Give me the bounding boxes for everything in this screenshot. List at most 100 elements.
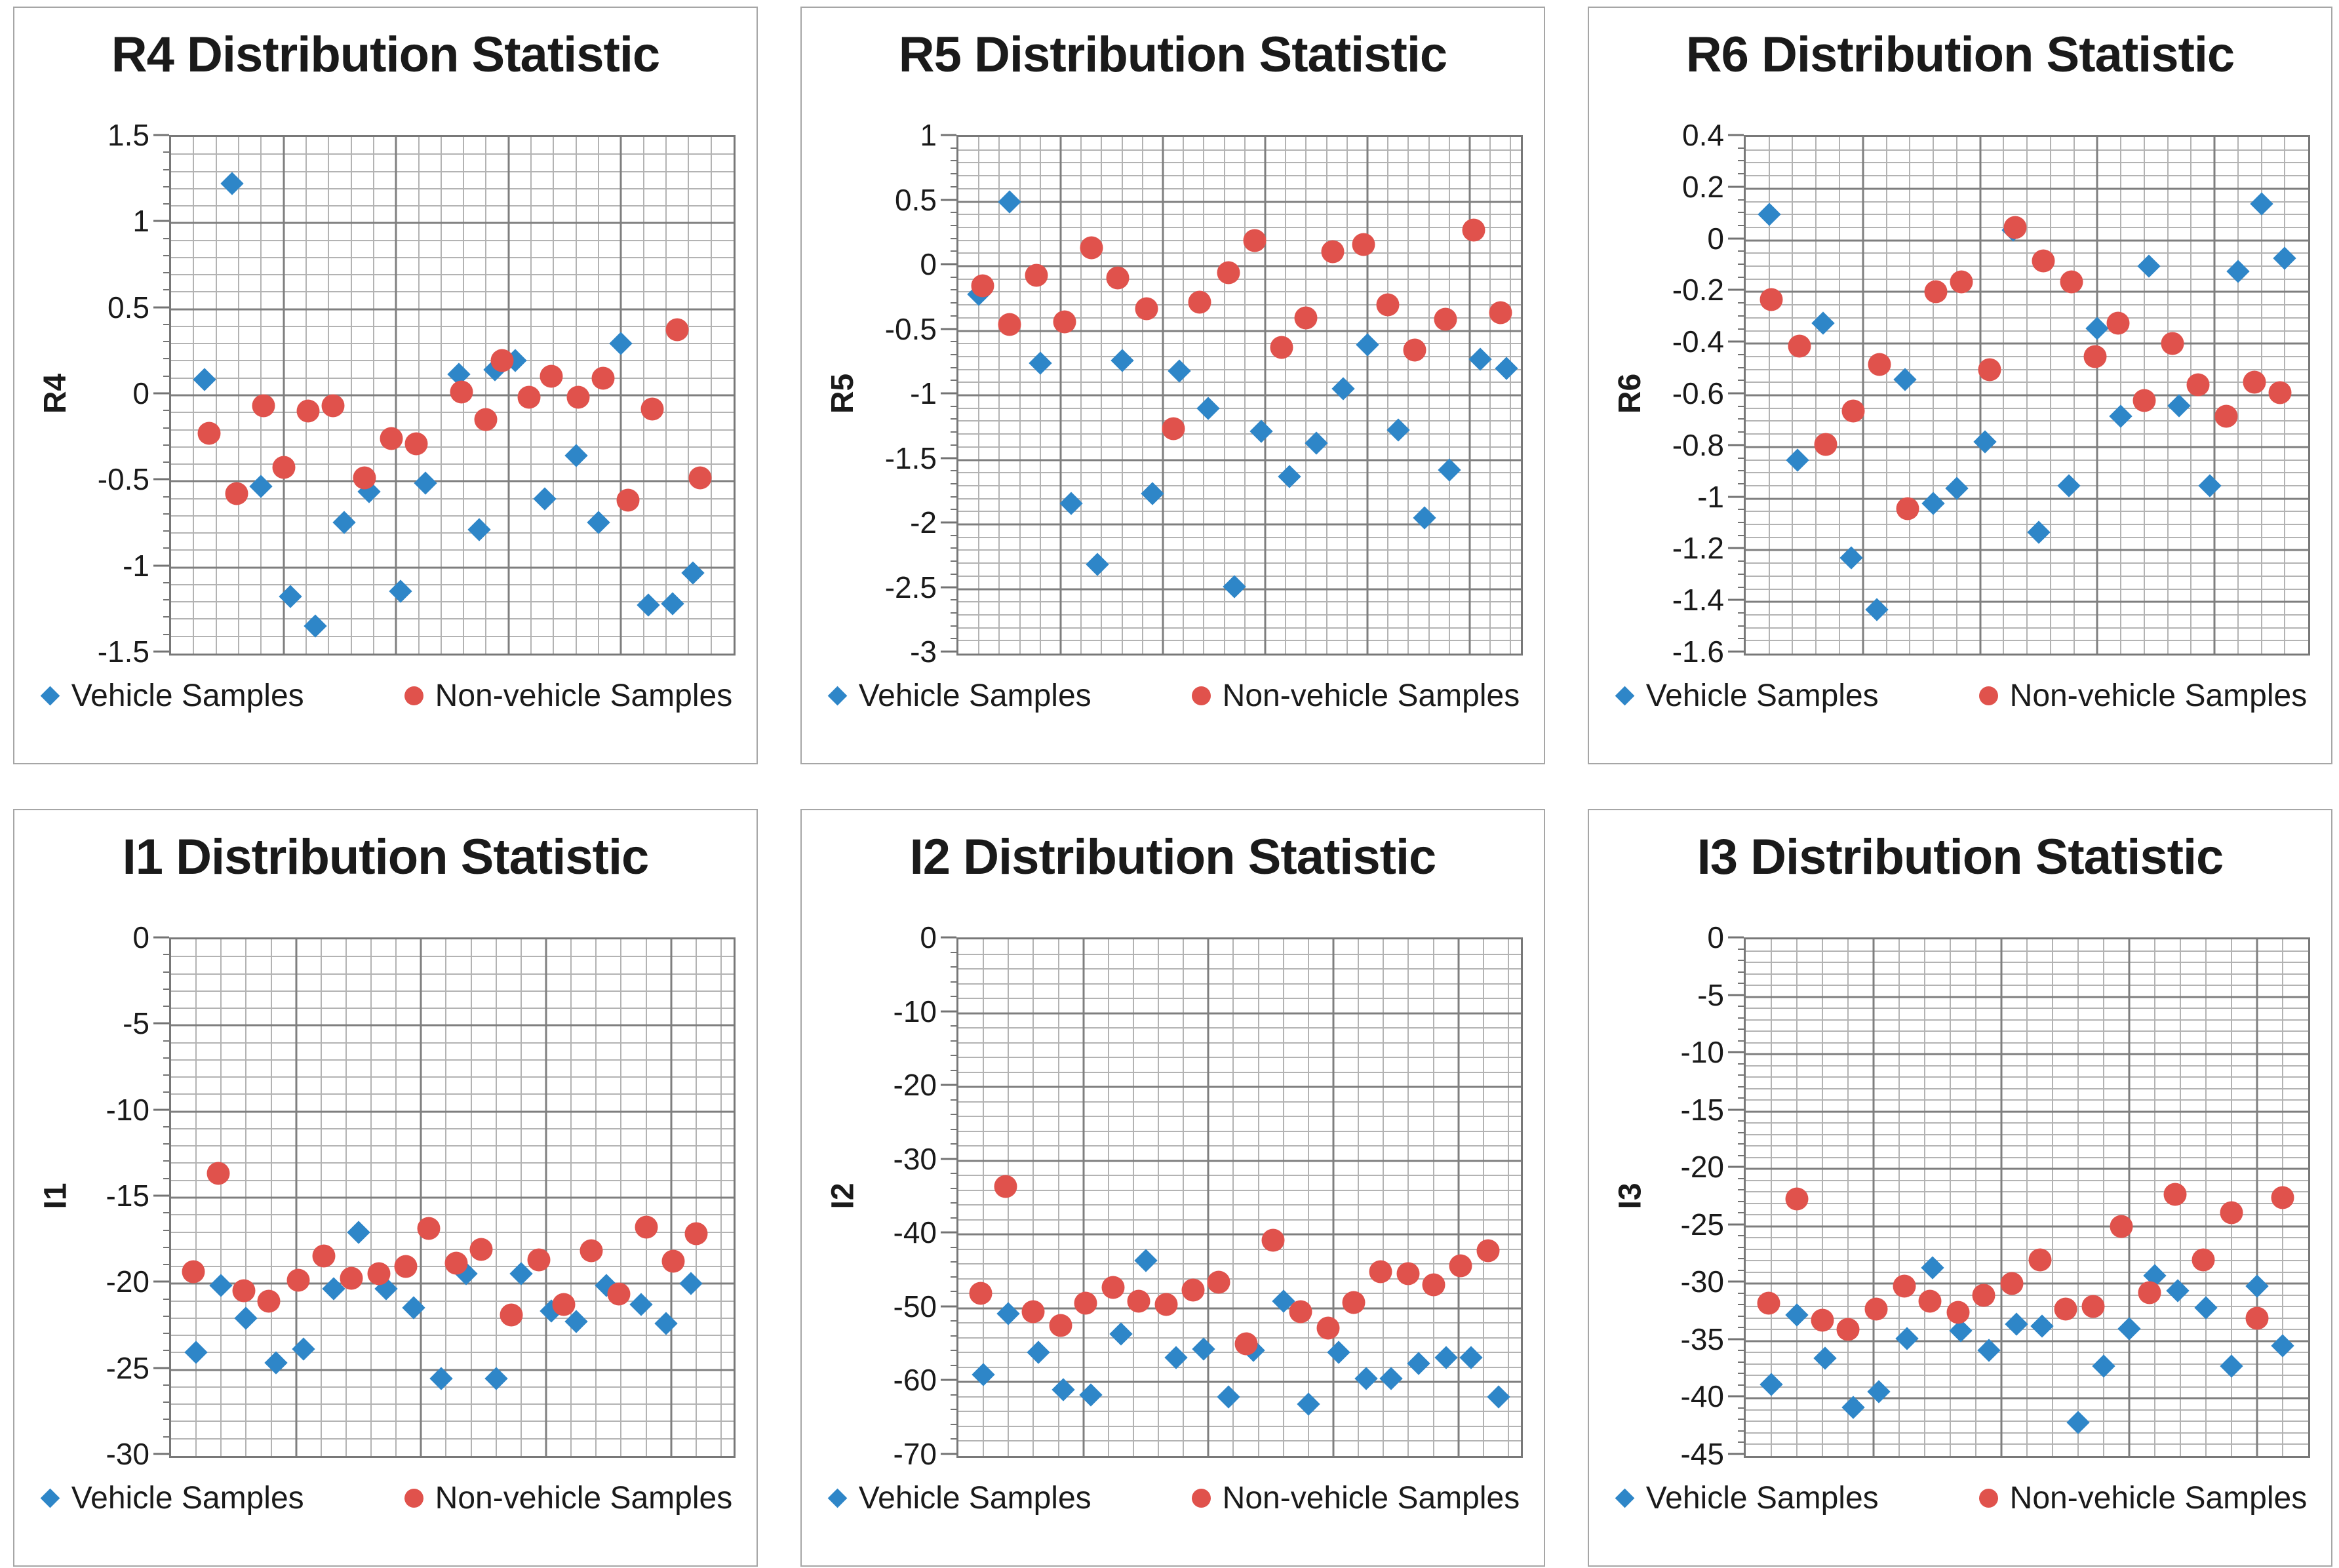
y-axis-minor-tick	[951, 199, 956, 201]
data-point-non-vehicle	[2060, 270, 2083, 294]
y-axis-minor-tick	[1738, 522, 1744, 523]
y-axis-major-tick	[941, 1305, 956, 1308]
gridline-major-v	[1207, 939, 1209, 1456]
y-axis-tick-label: -0.5	[884, 311, 937, 346]
y-axis-tick-labels: 1 0.5 0 -0.5 -1 -1.5 -2 -2.5 -3	[815, 118, 937, 669]
y-axis-tick-label: -10	[106, 1092, 149, 1127]
data-point-non-vehicle	[2003, 216, 2027, 239]
gridline-minor-h	[958, 968, 1521, 970]
legend: Vehicle Samples Non-vehicle Samples	[1589, 1480, 2331, 1516]
gridline-minor-h	[958, 1204, 1521, 1206]
vehicle-diamond-icon	[826, 1484, 850, 1513]
legend-item-non-vehicle: Non-vehicle Samples	[403, 678, 733, 714]
gridline-minor-h	[958, 407, 1521, 409]
y-axis-major-tick	[153, 650, 169, 653]
gridline-minor-v	[1032, 939, 1034, 1456]
gridline-minor-h	[171, 583, 734, 585]
y-axis-ticks	[1728, 134, 1744, 653]
y-axis-minor-tick	[951, 1232, 956, 1234]
data-point-vehicle	[1223, 574, 1246, 598]
data-point-non-vehicle	[1243, 229, 1267, 252]
gridline-major-h	[171, 1369, 734, 1371]
gridline-minor-v	[1924, 939, 1925, 1456]
gridline-minor-v	[1383, 939, 1385, 1456]
y-axis-tick-label: 0.4	[1682, 118, 1724, 152]
y-axis-minor-tick	[951, 1438, 956, 1440]
gridline-major-h	[958, 265, 1521, 267]
y-axis-minor-tick	[1738, 250, 1744, 252]
gridline-major-v	[2000, 939, 2003, 1456]
legend-item-vehicle: Vehicle Samples	[39, 678, 304, 714]
gridline-minor-v	[1975, 939, 1976, 1456]
data-point-non-vehicle	[404, 432, 428, 456]
y-axis-minor-tick	[163, 1091, 169, 1093]
data-point-non-vehicle	[1841, 399, 1865, 423]
gridline-minor-h	[958, 1145, 1521, 1147]
y-axis-minor-tick	[163, 1453, 169, 1455]
data-point-non-vehicle	[1376, 293, 1400, 317]
y-axis-minor-tick	[951, 405, 956, 407]
y-axis-minor-tick	[951, 981, 956, 983]
y-axis-tick-label: 0.5	[895, 182, 937, 217]
y-axis-minor-tick	[1738, 586, 1744, 588]
data-point-non-vehicle	[444, 1251, 468, 1275]
legend-label-vehicle: Vehicle Samples	[858, 1481, 1091, 1516]
gridline-minor-h	[171, 498, 734, 500]
legend: Vehicle Samples Non-vehicle Samples	[14, 678, 757, 714]
legend-label-vehicle: Vehicle Samples	[71, 678, 304, 713]
data-point-non-vehicle	[1785, 1187, 1809, 1211]
legend: Vehicle Samples Non-vehicle Samples	[802, 678, 1544, 714]
gridline-minor-h	[958, 1130, 1521, 1132]
gridline-minor-h	[171, 1386, 734, 1388]
y-axis-major-tick	[153, 1280, 169, 1283]
data-point-vehicle	[1459, 1346, 1483, 1369]
y-axis-minor-tick	[163, 513, 169, 515]
gridline-minor-h	[958, 484, 1521, 486]
gridline-major-h	[171, 1024, 734, 1027]
gridline-major-h	[1746, 1225, 2308, 1228]
y-axis-minor-tick	[1738, 1120, 1744, 1122]
y-axis-tick-label: -1.2	[1672, 531, 1724, 566]
gridline-minor-v	[2231, 939, 2232, 1456]
y-axis-tick-label: -70	[893, 1437, 937, 1471]
y-axis-tick-label: -5	[123, 1006, 149, 1041]
gridline-minor-h	[171, 1059, 734, 1061]
y-axis-major-tick	[1728, 237, 1744, 240]
data-point-non-vehicle	[1106, 266, 1130, 290]
legend-label-non-vehicle: Non-vehicle Samples	[435, 678, 733, 713]
gridline-minor-h	[171, 532, 734, 534]
data-point-non-vehicle	[1181, 1278, 1205, 1302]
y-axis-minor-tick	[1738, 948, 1744, 950]
data-point-vehicle	[2005, 1312, 2029, 1336]
y-axis-minor-tick	[163, 581, 169, 583]
data-point-non-vehicle	[1788, 334, 1811, 358]
y-axis-minor-tick	[951, 418, 956, 420]
data-point-vehicle	[1438, 458, 1461, 482]
gridline-major-h	[171, 480, 734, 482]
y-axis-minor-tick	[1738, 1063, 1744, 1065]
gridline-minor-v	[2026, 939, 2028, 1456]
y-axis-minor-tick	[1738, 573, 1744, 575]
gridline-minor-h	[171, 1127, 734, 1129]
y-axis-ticks	[1728, 936, 1744, 1455]
y-axis-major-tick	[941, 263, 956, 265]
y-axis-minor-tick	[951, 1040, 956, 1042]
y-axis-minor-tick	[163, 564, 169, 566]
data-point-non-vehicle	[1101, 1276, 1125, 1299]
y-axis-minor-tick	[951, 534, 956, 536]
chart-panel-r5: R5 Distribution Statistic R5 1 0.5 0 -0.5 -1…	[800, 7, 1545, 764]
gridline-minor-h	[171, 1162, 734, 1164]
gridline-minor-h	[958, 226, 1521, 228]
y-axis-major-tick	[941, 199, 956, 201]
y-axis-major-tick	[1728, 1338, 1744, 1341]
gridline-minor-h	[958, 343, 1521, 345]
y-axis-minor-tick	[163, 599, 169, 601]
y-axis-minor-tick	[1738, 547, 1744, 549]
plot-area	[956, 135, 1523, 656]
y-axis-minor-tick	[951, 160, 956, 162]
y-axis-minor-tick	[163, 1401, 169, 1403]
y-axis-tick-label: -0.4	[1672, 324, 1724, 359]
y-axis-minor-tick	[951, 264, 956, 265]
gridline-minor-h	[958, 575, 1521, 577]
y-axis-major-tick	[1728, 1223, 1744, 1226]
